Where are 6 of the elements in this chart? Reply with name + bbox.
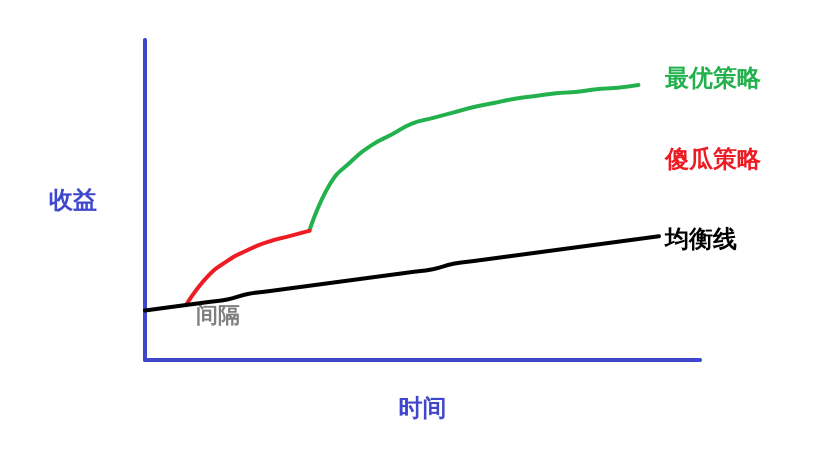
text: 傻瓜策略: [664, 145, 762, 173]
series-label: 最优策略: [664, 64, 762, 92]
annotation: 间隔: [196, 304, 240, 328]
series-label: 均衡线: [663, 225, 737, 253]
x-axis-title: 时间: [398, 394, 446, 422]
y-axis-title: 收益: [49, 186, 97, 214]
